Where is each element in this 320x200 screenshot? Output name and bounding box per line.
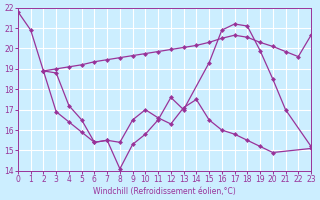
X-axis label: Windchill (Refroidissement éolien,°C): Windchill (Refroidissement éolien,°C)	[93, 187, 236, 196]
